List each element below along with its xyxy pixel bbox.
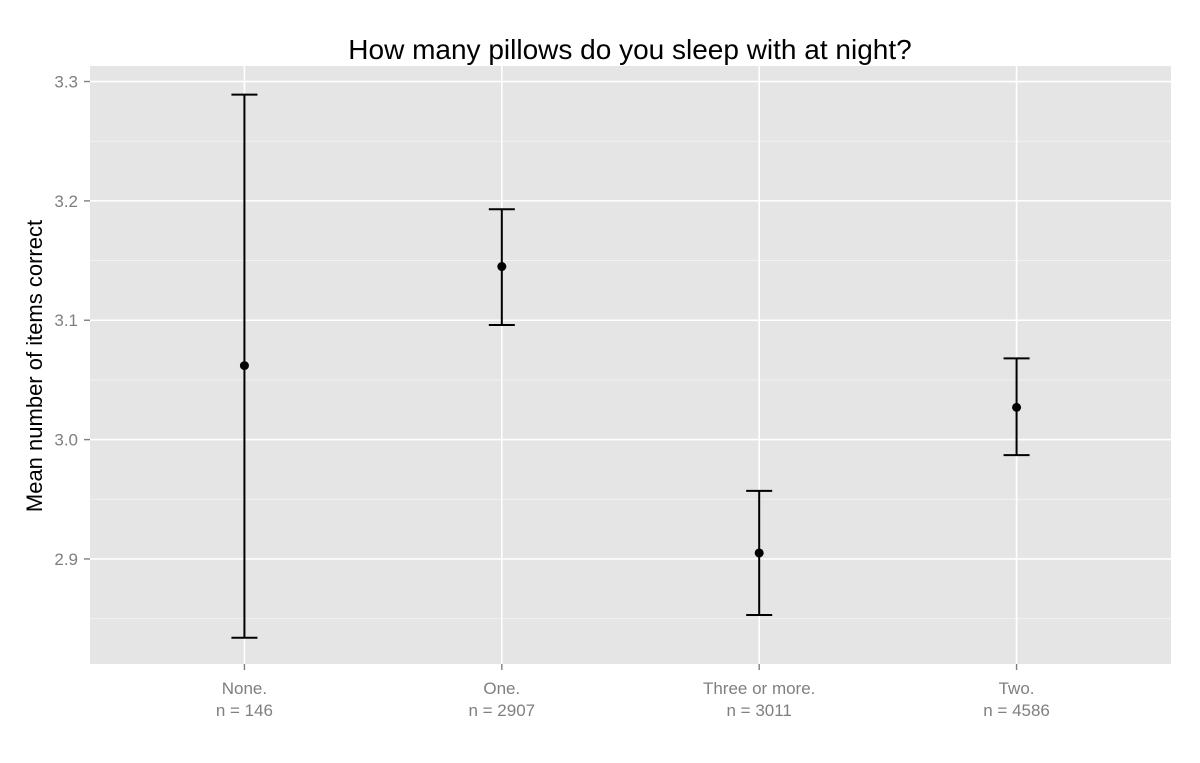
y-tick-label: 3.1 bbox=[54, 311, 78, 330]
mean-point bbox=[1012, 402, 1022, 412]
y-axis-label: Mean number of items correct bbox=[22, 220, 47, 512]
y-axis: 2.9 3.0 3.1 3.2 3.3 bbox=[54, 73, 90, 569]
y-tick-label: 2.9 bbox=[54, 550, 78, 569]
x-tick-label: None. bbox=[222, 679, 267, 698]
x-tick-sample-size: n = 4586 bbox=[983, 701, 1050, 720]
mean-point bbox=[497, 262, 507, 272]
error-bars bbox=[231, 93, 1030, 639]
mean-point bbox=[239, 361, 249, 371]
x-tick-label: One. bbox=[483, 679, 520, 698]
chart-title: How many pillows do you sleep with at ni… bbox=[348, 34, 911, 65]
x-axis: None. n = 146 One. n = 2907 Three or more. n … bbox=[216, 664, 1050, 720]
minor-gridlines bbox=[90, 140, 1171, 620]
y-tick-label: 3.0 bbox=[54, 431, 78, 450]
y-tick-label: 3.3 bbox=[54, 73, 78, 92]
x-tick-label: Three or more. bbox=[703, 679, 815, 698]
x-tick-sample-size: n = 146 bbox=[216, 701, 273, 720]
mean-point bbox=[754, 548, 764, 558]
x-tick-sample-size: n = 2907 bbox=[468, 701, 535, 720]
plot-panel bbox=[90, 66, 1171, 664]
y-tick-label: 3.2 bbox=[54, 192, 78, 211]
x-tick-label: Two. bbox=[999, 679, 1035, 698]
x-tick-sample-size: n = 3011 bbox=[726, 701, 791, 720]
